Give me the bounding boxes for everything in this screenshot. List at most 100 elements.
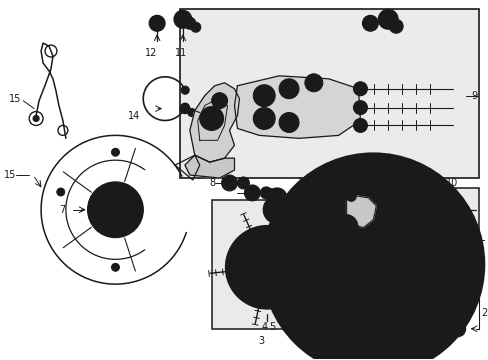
Circle shape (225, 226, 308, 309)
Bar (330, 185, 411, 284)
Circle shape (253, 108, 275, 129)
Circle shape (190, 22, 201, 32)
Bar (211, 200, 325, 329)
Circle shape (211, 93, 227, 109)
Circle shape (358, 249, 387, 279)
Circle shape (279, 79, 298, 99)
Circle shape (266, 188, 286, 208)
Circle shape (261, 251, 292, 283)
Text: 13: 13 (296, 177, 308, 187)
Circle shape (244, 185, 260, 201)
Circle shape (310, 301, 320, 311)
Polygon shape (189, 83, 239, 162)
Circle shape (258, 113, 270, 125)
Circle shape (267, 276, 285, 294)
Circle shape (353, 118, 366, 132)
Circle shape (382, 13, 393, 25)
Circle shape (419, 259, 431, 271)
Polygon shape (346, 196, 376, 228)
Circle shape (308, 78, 318, 88)
Circle shape (426, 301, 435, 311)
Circle shape (453, 325, 461, 333)
Circle shape (439, 259, 449, 269)
Circle shape (253, 85, 275, 107)
Circle shape (260, 187, 272, 199)
Circle shape (174, 10, 191, 28)
Text: 7: 7 (59, 205, 65, 215)
Circle shape (353, 82, 366, 96)
Circle shape (419, 204, 431, 216)
Circle shape (305, 74, 322, 92)
Circle shape (258, 90, 270, 102)
Circle shape (57, 188, 64, 196)
Text: 14: 14 (128, 111, 141, 121)
Circle shape (255, 246, 298, 289)
Circle shape (365, 243, 375, 252)
Text: 10: 10 (445, 178, 457, 188)
Circle shape (296, 259, 306, 269)
Text: 15: 15 (9, 94, 21, 104)
Circle shape (200, 107, 223, 130)
Circle shape (204, 112, 218, 125)
Circle shape (405, 267, 429, 291)
Circle shape (366, 19, 374, 27)
Circle shape (269, 202, 285, 218)
Circle shape (349, 240, 396, 288)
Text: 2: 2 (481, 308, 487, 318)
Circle shape (255, 255, 279, 279)
Circle shape (419, 234, 431, 246)
Circle shape (221, 175, 237, 191)
Circle shape (111, 148, 119, 156)
Circle shape (153, 19, 161, 27)
Circle shape (365, 256, 381, 272)
Text: 6: 6 (302, 203, 308, 213)
Circle shape (180, 104, 189, 113)
Text: 12: 12 (145, 48, 157, 58)
Circle shape (346, 192, 356, 201)
Bar (417, 188, 479, 285)
Text: 9: 9 (470, 91, 477, 101)
Circle shape (262, 153, 484, 360)
Circle shape (225, 179, 233, 187)
Circle shape (378, 9, 397, 29)
Circle shape (187, 109, 195, 117)
Circle shape (263, 196, 290, 224)
Circle shape (426, 217, 435, 227)
Circle shape (350, 234, 362, 246)
Polygon shape (184, 155, 234, 178)
Circle shape (33, 116, 39, 121)
Circle shape (87, 182, 143, 238)
Circle shape (271, 192, 283, 204)
Text: 3: 3 (258, 336, 264, 346)
Circle shape (237, 177, 249, 189)
Circle shape (310, 217, 320, 227)
Circle shape (232, 233, 301, 302)
Circle shape (215, 97, 223, 105)
Circle shape (316, 208, 429, 321)
Circle shape (248, 189, 256, 197)
Circle shape (247, 247, 286, 287)
Circle shape (240, 180, 246, 186)
Circle shape (280, 171, 466, 357)
Circle shape (257, 265, 296, 305)
Circle shape (249, 239, 305, 295)
Text: 11: 11 (175, 48, 187, 58)
Circle shape (279, 113, 298, 132)
Circle shape (270, 161, 475, 360)
Circle shape (361, 299, 385, 323)
Text: 15: 15 (4, 170, 17, 180)
Circle shape (181, 103, 189, 111)
Circle shape (453, 293, 461, 301)
Text: 1: 1 (463, 229, 469, 239)
Circle shape (353, 101, 366, 114)
Circle shape (354, 246, 362, 253)
Text: 8: 8 (209, 178, 215, 188)
Text: 8: 8 (266, 188, 273, 198)
Polygon shape (234, 76, 360, 138)
Circle shape (263, 190, 269, 196)
Circle shape (283, 117, 294, 129)
Circle shape (336, 228, 409, 301)
Text: 5: 5 (269, 322, 275, 332)
Circle shape (316, 267, 340, 291)
Circle shape (111, 263, 119, 271)
